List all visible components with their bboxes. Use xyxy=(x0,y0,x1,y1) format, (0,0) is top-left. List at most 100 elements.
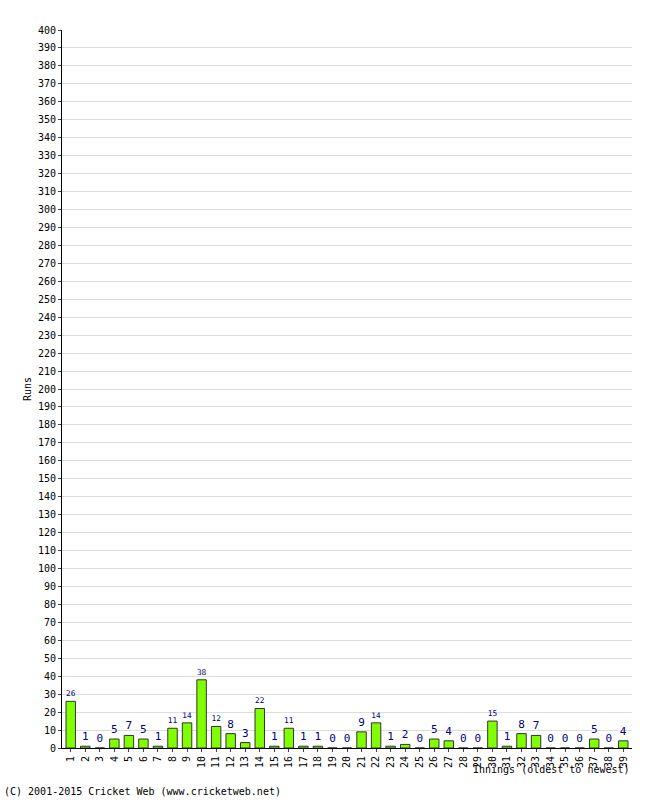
svg-text:0: 0 xyxy=(329,732,336,745)
svg-text:11: 11 xyxy=(210,756,221,768)
svg-text:240: 240 xyxy=(38,312,56,323)
svg-text:33: 33 xyxy=(530,756,541,768)
svg-text:38: 38 xyxy=(603,756,614,768)
svg-text:15: 15 xyxy=(488,709,498,718)
svg-text:0: 0 xyxy=(460,732,467,745)
svg-text:1: 1 xyxy=(155,730,162,743)
svg-text:0: 0 xyxy=(416,732,423,745)
svg-text:330: 330 xyxy=(38,150,56,161)
svg-text:30: 30 xyxy=(487,756,498,768)
svg-text:37: 37 xyxy=(588,756,599,768)
svg-text:0: 0 xyxy=(344,732,351,745)
svg-text:8: 8 xyxy=(167,756,178,762)
svg-text:30: 30 xyxy=(44,689,56,700)
svg-text:60: 60 xyxy=(44,635,56,646)
svg-text:140: 140 xyxy=(38,491,56,502)
svg-text:8: 8 xyxy=(227,718,234,731)
svg-text:220: 220 xyxy=(38,348,56,359)
svg-text:25: 25 xyxy=(414,756,425,768)
svg-text:0: 0 xyxy=(475,732,482,745)
svg-text:10: 10 xyxy=(44,725,56,736)
svg-text:4: 4 xyxy=(445,725,452,738)
svg-text:310: 310 xyxy=(38,186,56,197)
svg-text:0: 0 xyxy=(50,743,56,754)
svg-text:19: 19 xyxy=(327,756,338,768)
svg-text:0: 0 xyxy=(96,732,103,745)
svg-text:200: 200 xyxy=(38,384,56,395)
svg-text:Innings (oldest to newest): Innings (oldest to newest) xyxy=(473,764,630,775)
svg-text:3: 3 xyxy=(94,756,105,762)
svg-text:0: 0 xyxy=(562,732,569,745)
svg-text:17: 17 xyxy=(298,756,309,768)
svg-text:290: 290 xyxy=(38,222,56,233)
svg-text:18: 18 xyxy=(312,756,323,768)
svg-text:280: 280 xyxy=(38,240,56,251)
svg-text:5: 5 xyxy=(111,723,118,736)
svg-text:14: 14 xyxy=(371,711,381,720)
svg-text:250: 250 xyxy=(38,294,56,305)
svg-text:100: 100 xyxy=(38,563,56,574)
svg-text:0: 0 xyxy=(547,732,554,745)
svg-text:400: 400 xyxy=(38,25,56,36)
svg-text:2: 2 xyxy=(80,756,91,762)
svg-text:370: 370 xyxy=(38,78,56,89)
svg-text:26: 26 xyxy=(66,689,76,698)
svg-text:4: 4 xyxy=(109,756,120,762)
svg-text:35: 35 xyxy=(559,756,570,768)
svg-text:390: 390 xyxy=(38,42,56,53)
svg-text:340: 340 xyxy=(38,132,56,143)
svg-text:0: 0 xyxy=(605,732,612,745)
svg-text:7: 7 xyxy=(126,719,133,732)
svg-text:4: 4 xyxy=(620,725,627,738)
svg-text:80: 80 xyxy=(44,599,56,610)
svg-text:14: 14 xyxy=(182,711,192,720)
svg-text:5: 5 xyxy=(431,723,438,736)
svg-text:20: 20 xyxy=(341,756,352,768)
svg-text:40: 40 xyxy=(44,671,56,682)
svg-text:21: 21 xyxy=(356,756,367,768)
svg-text:10: 10 xyxy=(196,756,207,768)
svg-text:70: 70 xyxy=(44,617,56,628)
svg-text:9: 9 xyxy=(358,716,365,729)
svg-text:5: 5 xyxy=(140,723,147,736)
svg-text:1: 1 xyxy=(82,730,89,743)
svg-text:8: 8 xyxy=(518,718,525,731)
svg-text:230: 230 xyxy=(38,330,56,341)
svg-text:2: 2 xyxy=(402,728,409,741)
svg-text:31: 31 xyxy=(501,756,512,768)
svg-text:7: 7 xyxy=(533,719,540,732)
svg-text:14: 14 xyxy=(254,756,265,768)
svg-text:(C) 2001-2015 Cricket Web (www: (C) 2001-2015 Cricket Web (www.cricketwe… xyxy=(4,786,281,797)
svg-text:1: 1 xyxy=(65,756,76,762)
svg-text:22: 22 xyxy=(370,756,381,768)
svg-text:11: 11 xyxy=(168,716,178,725)
svg-text:380: 380 xyxy=(38,60,56,71)
svg-text:90: 90 xyxy=(44,581,56,592)
svg-text:1: 1 xyxy=(504,730,511,743)
svg-text:160: 160 xyxy=(38,455,56,466)
svg-text:36: 36 xyxy=(574,756,585,768)
svg-text:5: 5 xyxy=(123,756,134,762)
svg-text:9: 9 xyxy=(181,756,192,762)
svg-text:360: 360 xyxy=(38,96,56,107)
svg-text:270: 270 xyxy=(38,258,56,269)
svg-text:28: 28 xyxy=(458,756,469,768)
svg-text:7: 7 xyxy=(152,756,163,762)
svg-text:50: 50 xyxy=(44,653,56,664)
svg-text:5: 5 xyxy=(591,723,598,736)
svg-text:6: 6 xyxy=(138,756,149,762)
svg-text:0: 0 xyxy=(576,732,583,745)
svg-text:32: 32 xyxy=(516,756,527,768)
svg-text:13: 13 xyxy=(239,756,250,768)
svg-text:26: 26 xyxy=(428,756,439,768)
svg-text:1: 1 xyxy=(300,730,307,743)
svg-text:120: 120 xyxy=(38,527,56,538)
svg-text:34: 34 xyxy=(545,756,556,768)
svg-text:170: 170 xyxy=(38,437,56,448)
svg-text:Runs: Runs xyxy=(22,377,33,401)
svg-text:16: 16 xyxy=(283,756,294,768)
svg-text:29: 29 xyxy=(472,756,483,768)
svg-text:38: 38 xyxy=(197,668,207,677)
svg-text:1: 1 xyxy=(387,730,394,743)
svg-text:20: 20 xyxy=(44,707,56,718)
